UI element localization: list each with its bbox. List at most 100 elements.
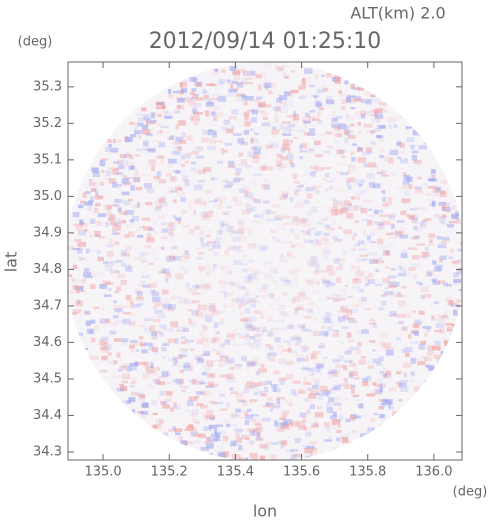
echo-cell <box>325 188 329 192</box>
echo-cell <box>307 261 314 267</box>
echo-cell <box>293 334 301 340</box>
echo-cell <box>189 365 193 372</box>
echo-cell <box>440 190 446 195</box>
echo-cell <box>137 122 144 127</box>
echo-cell <box>443 340 453 346</box>
echo-cell <box>324 388 329 392</box>
echo-cell <box>224 142 233 146</box>
echo-cell <box>236 298 241 305</box>
echo-cell <box>244 114 249 121</box>
echo-cell <box>157 376 167 379</box>
echo-cell <box>198 360 206 363</box>
echo-cell <box>321 247 330 251</box>
echo-cell <box>440 179 447 184</box>
echo-cell <box>277 251 283 256</box>
echo-cell <box>184 298 192 305</box>
echo-cell <box>191 310 199 316</box>
echo-cell <box>245 95 254 101</box>
echo-cell <box>314 100 322 107</box>
echo-cell <box>307 116 316 122</box>
echo-cell <box>168 328 174 332</box>
echo-cell <box>269 405 275 408</box>
echo-cell <box>275 214 283 220</box>
echo-cell <box>196 284 203 289</box>
echo-cell <box>428 203 434 207</box>
echo-cell <box>141 124 149 130</box>
echo-cell <box>152 291 160 297</box>
echo-cell <box>385 349 394 356</box>
echo-cell <box>296 358 301 363</box>
echo-cell <box>302 77 306 81</box>
echo-cell <box>344 350 352 355</box>
echo-cell <box>424 356 429 362</box>
echo-cell <box>101 355 108 361</box>
echo-cell <box>255 74 262 79</box>
echo-cell <box>160 246 164 250</box>
echo-cell <box>430 318 437 321</box>
echo-cell <box>451 213 459 220</box>
echo-cell <box>241 356 248 361</box>
echo-cell <box>270 229 277 234</box>
echo-cell <box>268 357 276 362</box>
echo-cell <box>283 311 289 318</box>
echo-cell <box>112 225 121 231</box>
echo-cell <box>293 232 299 235</box>
echo-cell <box>267 429 276 432</box>
echo-cell <box>114 290 119 294</box>
echo-cell <box>360 113 366 119</box>
echo-cell <box>412 395 420 401</box>
echo-cell <box>305 187 315 192</box>
echo-cell <box>143 361 149 367</box>
echo-cell <box>229 231 233 237</box>
echo-cell <box>241 254 247 258</box>
echo-cell <box>400 197 410 201</box>
echo-cell <box>337 297 346 301</box>
echo-cell <box>290 284 299 288</box>
echo-cell <box>265 403 272 408</box>
echo-cell <box>201 364 206 370</box>
echo-cell <box>126 365 132 372</box>
echo-cell <box>107 167 114 170</box>
echo-cell <box>267 397 273 403</box>
echo-cell <box>357 415 367 419</box>
echo-cell <box>238 245 243 249</box>
echo-cell <box>85 184 94 189</box>
echo-cell <box>212 263 217 269</box>
echo-cell <box>377 223 385 230</box>
echo-cell <box>338 149 346 154</box>
echo-cell <box>89 258 93 264</box>
echo-cell <box>181 132 186 137</box>
echo-cell <box>178 436 183 441</box>
echo-cell <box>312 185 321 190</box>
echo-cell <box>285 374 294 380</box>
echo-cell <box>263 386 268 390</box>
echo-cell <box>299 150 308 153</box>
echo-cell <box>423 293 432 298</box>
echo-cell <box>328 113 335 117</box>
echo-cell <box>240 299 248 306</box>
echo-cell <box>276 352 283 356</box>
echo-cell <box>243 411 248 416</box>
echo-cell <box>300 94 308 98</box>
echo-cell <box>339 208 349 214</box>
echo-cell <box>161 302 170 304</box>
echo-cell <box>151 330 161 334</box>
echo-cell <box>165 308 169 311</box>
echo-cell <box>110 387 119 391</box>
echo-cell <box>197 380 204 385</box>
echo-cell <box>150 289 156 294</box>
echo-cell <box>390 172 398 176</box>
echo-cell <box>211 178 215 181</box>
echo-cell <box>347 441 352 447</box>
echo-cell <box>284 221 292 225</box>
echo-cell <box>445 296 452 302</box>
echo-cell <box>426 271 433 277</box>
echo-cell <box>142 148 151 152</box>
echo-cell <box>390 203 397 207</box>
echo-cell <box>239 400 246 403</box>
echo-cell <box>136 291 143 296</box>
echo-cell <box>236 82 244 88</box>
echo-cell <box>236 93 244 97</box>
echo-cell <box>362 229 367 236</box>
echo-cell <box>315 189 320 194</box>
